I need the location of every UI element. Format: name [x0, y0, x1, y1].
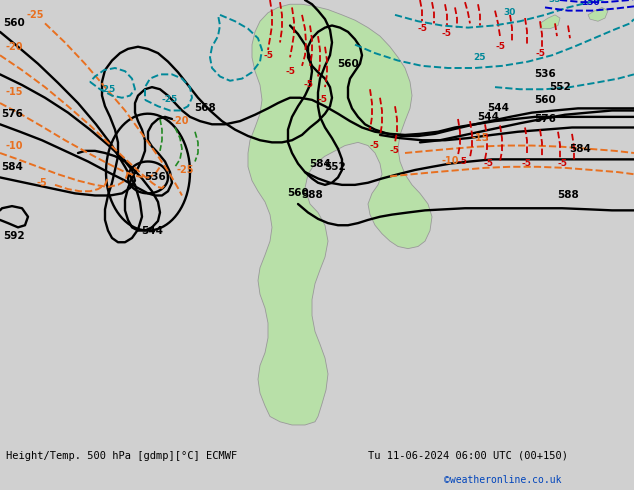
Text: -5: -5 — [495, 42, 505, 51]
Text: ©weatheronline.co.uk: ©weatheronline.co.uk — [444, 475, 561, 485]
Text: -25: -25 — [176, 165, 194, 175]
Text: -20: -20 — [5, 42, 23, 52]
Text: -5: -5 — [483, 159, 493, 168]
Text: 25: 25 — [474, 53, 486, 62]
Text: 584: 584 — [309, 159, 331, 169]
Text: -25: -25 — [100, 85, 116, 94]
Text: 552: 552 — [549, 82, 571, 92]
Text: 552: 552 — [324, 162, 346, 172]
Text: 544: 544 — [487, 103, 509, 113]
Text: 35: 35 — [549, 0, 561, 4]
Text: 560: 560 — [337, 59, 359, 69]
Text: -5: -5 — [317, 96, 327, 104]
Text: -5: -5 — [442, 29, 452, 39]
Text: -25: -25 — [162, 96, 178, 104]
Text: 536: 536 — [144, 172, 166, 182]
Text: -5: -5 — [263, 51, 273, 60]
Text: 576: 576 — [534, 114, 556, 124]
Text: 584: 584 — [1, 162, 23, 172]
Text: -5: -5 — [285, 67, 295, 75]
Polygon shape — [588, 7, 608, 21]
Text: -5: -5 — [303, 80, 313, 90]
Text: -15: -15 — [5, 87, 23, 98]
Text: 30: 30 — [504, 8, 516, 17]
Text: -5: -5 — [390, 147, 400, 155]
Text: -5: -5 — [370, 141, 380, 150]
Text: 560: 560 — [534, 95, 556, 105]
Text: 150: 150 — [581, 0, 599, 7]
Text: 576: 576 — [1, 109, 23, 119]
Text: -5: -5 — [522, 159, 532, 168]
Text: -25: -25 — [26, 10, 44, 20]
Text: 560: 560 — [3, 18, 25, 28]
Text: -5: -5 — [37, 178, 48, 188]
Polygon shape — [248, 4, 432, 425]
Text: -10: -10 — [5, 141, 23, 150]
Text: 544: 544 — [477, 112, 499, 122]
Text: 588: 588 — [301, 191, 323, 200]
Text: -20: -20 — [171, 116, 189, 126]
Text: 544: 544 — [141, 225, 163, 236]
Text: Tu 11-06-2024 06:00 UTC (00+150): Tu 11-06-2024 06:00 UTC (00+150) — [368, 451, 567, 461]
Text: 568: 568 — [194, 103, 216, 113]
Text: -15: -15 — [471, 133, 489, 143]
Text: 592: 592 — [3, 231, 25, 241]
Polygon shape — [540, 15, 560, 29]
Text: -5: -5 — [535, 49, 545, 58]
Text: Height/Temp. 500 hPa [gdmp][°C] ECMWF: Height/Temp. 500 hPa [gdmp][°C] ECMWF — [6, 451, 238, 461]
Text: -5: -5 — [417, 24, 427, 33]
Text: 584: 584 — [569, 144, 591, 154]
Text: 560: 560 — [287, 188, 309, 198]
Text: 536: 536 — [534, 70, 556, 79]
Text: -5: -5 — [557, 159, 567, 168]
Text: -10: -10 — [441, 156, 459, 167]
Text: -5: -5 — [457, 157, 467, 166]
Text: 588: 588 — [557, 191, 579, 200]
